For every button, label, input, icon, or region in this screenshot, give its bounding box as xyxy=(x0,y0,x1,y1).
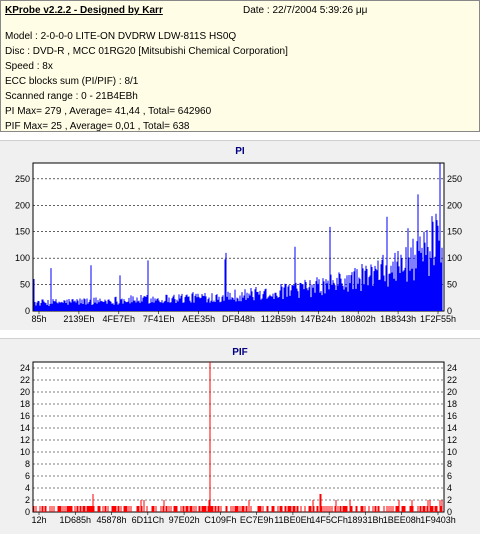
x-tick-label: 12h xyxy=(31,515,46,525)
x-tick-label: 45878h xyxy=(97,515,127,525)
x-tick-label: 147B24h xyxy=(300,314,336,324)
y-tick-label-left: 16 xyxy=(20,411,30,421)
app-title: KProbe v2.2.2 - Designed by Karr xyxy=(5,5,163,16)
x-tick-label: 7F41Eh xyxy=(143,314,175,324)
x-tick-label: 1BEE08h xyxy=(383,515,421,525)
ecc-blocks: ECC blocks sum (PI/PIF) : 8/1 xyxy=(5,76,139,87)
y-tick-label-right: 150 xyxy=(447,227,462,237)
y-tick-label-right: 18 xyxy=(447,399,457,409)
y-tick-label-left: 100 xyxy=(15,253,30,263)
x-tick-label: 1B8343h xyxy=(380,314,416,324)
y-tick-label-left: 4 xyxy=(25,483,30,493)
x-tick-label: 1F2F55h xyxy=(420,314,456,324)
scan-speed: Speed : 8x xyxy=(5,61,53,72)
y-tick-label-right: 0 xyxy=(447,507,452,517)
y-tick-label-left: 22 xyxy=(20,375,30,385)
x-tick-label: 4FE7Eh xyxy=(103,314,136,324)
y-tick-label-left: 20 xyxy=(20,387,30,397)
y-tick-label-right: 2 xyxy=(447,495,452,505)
x-tick-label: 18931Bh xyxy=(347,515,383,525)
y-tick-label-right: 50 xyxy=(447,280,457,290)
y-tick-label-right: 12 xyxy=(447,435,457,445)
y-tick-label-left: 24 xyxy=(20,363,30,373)
x-tick-label: 112B59h xyxy=(261,314,296,324)
disc-info: Disc : DVD-R , MCC 01RG20 [Mitsubishi Ch… xyxy=(5,46,288,57)
x-tick-label: 97E02h xyxy=(169,515,200,525)
y-tick-label-left: 6 xyxy=(25,471,30,481)
pif-chart-panel: PIF 0 0 2 2 4 4 6 6 8 8 10 10 12 12 14 14 16 16 18 18 20 20 22… xyxy=(0,338,480,534)
info-panel: KProbe v2.2.2 - Designed by Karr Date : … xyxy=(0,0,480,132)
scan-date: Date : 22/7/2004 5:39:26 μμ xyxy=(243,5,368,16)
pi-stats: PI Max= 279 , Average= 41,44 , Total= 64… xyxy=(5,106,212,117)
y-tick-label-right: 100 xyxy=(447,253,462,263)
y-tick-label-left: 18 xyxy=(20,399,30,409)
y-tick-label-right: 6 xyxy=(447,471,452,481)
y-tick-label-right: 22 xyxy=(447,375,457,385)
y-tick-label-right: 10 xyxy=(447,447,457,457)
y-tick-label-right: 24 xyxy=(447,363,457,373)
pif-series xyxy=(33,362,443,512)
y-tick-label-left: 50 xyxy=(20,280,30,290)
y-tick-label-left: 200 xyxy=(15,200,30,210)
y-tick-label-left: 150 xyxy=(15,227,30,237)
y-tick-label-right: 8 xyxy=(447,459,452,469)
plot-area xyxy=(32,361,445,513)
pi-chart-title: PI xyxy=(235,146,245,157)
drive-model: Model : 2-0-0-0 LITE-ON DVDRW LDW-811S H… xyxy=(5,31,237,42)
x-tick-label: AEE35h xyxy=(182,314,215,324)
y-tick-label-right: 16 xyxy=(447,411,457,421)
x-tick-label: 14F5CFh xyxy=(310,515,348,525)
x-tick-label: 11BE0Eh xyxy=(274,515,311,525)
x-tick-label: 6D11Ch xyxy=(132,515,164,525)
y-tick-label-left: 14 xyxy=(20,423,30,433)
pif-chart-title: PIF xyxy=(232,347,248,358)
y-tick-label-left: 2 xyxy=(25,495,30,505)
x-tick-label: 1D685h xyxy=(60,515,92,525)
pif-stats: PIF Max= 25 , Average= 0,01 , Total= 638 xyxy=(5,121,190,132)
scanned-range: Scanned range : 0 - 21B4EBh xyxy=(5,91,138,102)
x-tick-label: DFB48h xyxy=(222,314,255,324)
x-tick-label: EC7E9h xyxy=(240,515,274,525)
x-tick-label: C109Fh xyxy=(204,515,236,525)
pi-chart: 0 0 50 50 100 100 150 150 200 200 250 250 85h 2139Eh 4… xyxy=(15,162,462,324)
y-tick-label-left: 250 xyxy=(15,174,30,184)
y-tick-label-right: 14 xyxy=(447,423,457,433)
x-tick-label: 180802h xyxy=(341,314,376,324)
y-tick-label-right: 4 xyxy=(447,483,452,493)
y-tick-label-right: 0 xyxy=(447,306,452,316)
y-tick-label-left: 10 xyxy=(20,447,30,457)
x-tick-label: 85h xyxy=(31,314,46,324)
y-tick-label-right: 200 xyxy=(447,200,462,210)
pi-chart-panel: PI 0 0 50 50 100 100 150 150 200 200 250 250 85h 2139… xyxy=(0,140,480,330)
y-tick-label-right: 250 xyxy=(447,174,462,184)
y-tick-label-left: 0 xyxy=(25,507,30,517)
y-tick-label-right: 20 xyxy=(447,387,457,397)
y-tick-label-left: 12 xyxy=(20,435,30,445)
pi-series xyxy=(33,163,443,311)
y-tick-label-left: 8 xyxy=(25,459,30,469)
x-tick-label: 1F9403h xyxy=(420,515,456,525)
y-tick-label-left: 0 xyxy=(25,306,30,316)
x-tick-label: 2139Eh xyxy=(63,314,94,324)
